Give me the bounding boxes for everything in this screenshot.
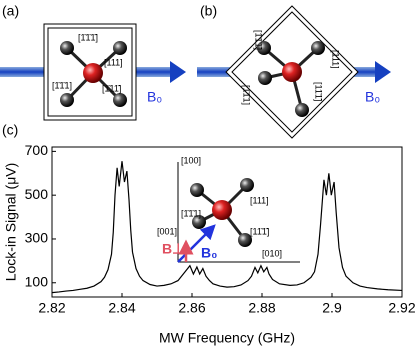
x-tick-label: 2.9 [322,300,342,316]
axis-direction: [100] [181,155,201,165]
atoms [60,41,127,107]
y-tick-label: 700 [25,142,49,158]
direction: [1̄1̄1] [52,80,72,90]
field-label: B₀ [201,245,217,261]
y-tick-label: 500 [25,186,49,202]
direction: [1̄1̄1̄] [254,30,264,50]
field-label: B₀ [365,89,380,105]
x-tick-label: 2.88 [248,300,275,316]
direction: [111] [104,57,123,67]
field-label: B₀ [147,89,162,105]
y-axis-label: Lock-in Signal (μV) [3,163,19,282]
direction: [1̄1̄1] [242,85,252,105]
panel-label: (b) [200,3,217,19]
x-tick-label: 2.82 [38,300,65,316]
direction: [111] [331,50,341,69]
axis-direction: [010] [262,248,282,258]
x-tick-label: 2.86 [178,300,205,316]
direction: [1̄11̄] [102,83,121,93]
crystal [231,11,353,133]
y-tick-label: 100 [25,273,49,289]
plot-frame [51,146,403,298]
direction: [11̄1̄] [250,226,269,236]
spectrum-line [51,161,403,294]
x-tick-label: 2.84 [108,300,135,316]
axis-direction: [001] [157,226,177,236]
atoms [257,41,325,117]
arrow-head [375,61,391,83]
plot: 2.82 2.84 2.86 2.88 2.9 2.92 100 300 500 700 [25,142,415,316]
crystal [47,27,133,117]
x-axis-label: MW Frequency (GHz) [159,330,295,346]
direction: [1̄1̄1̄] [78,32,98,42]
arrow-head [170,61,186,83]
direction: [1̄1̄1] [181,208,201,218]
direction: [11̄1̄] [314,82,324,101]
inset [177,162,300,263]
panel-label: (c) [2,122,18,138]
direction: [111] [250,195,269,205]
field-label: B⊥ [162,241,184,257]
y-tick-label: 300 [25,230,49,246]
panel-label: (a) [2,3,19,19]
x-tick-label: 2.92 [388,300,415,316]
